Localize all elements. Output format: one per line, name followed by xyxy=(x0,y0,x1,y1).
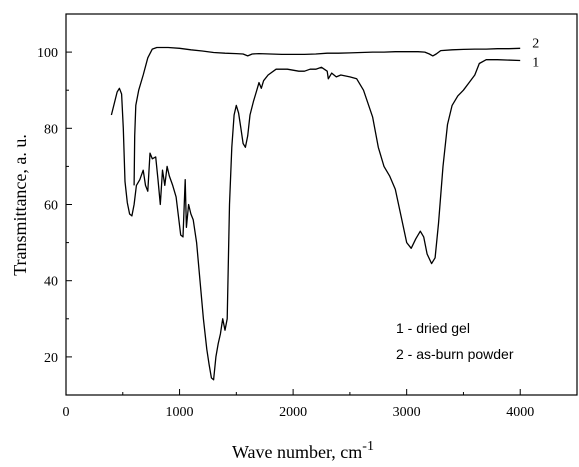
y-axis-title: Transmittance, a. u. xyxy=(10,134,30,276)
y-tick-label: 40 xyxy=(44,275,58,290)
x-tick-label: 0 xyxy=(63,405,70,420)
series-1-label: 1 xyxy=(532,56,539,71)
x-tick-label: 2000 xyxy=(279,405,307,420)
x-axis-title-text: Wave number, cm xyxy=(232,442,362,462)
x-tick-label: 1000 xyxy=(166,405,194,420)
x-axis-title: Wave number, cm-1 xyxy=(232,439,374,462)
y-axis: 20 40 60 80 100 xyxy=(37,46,72,366)
x-axis-title-superscript: -1 xyxy=(362,439,374,454)
series-2-label: 2 xyxy=(532,37,539,52)
x-tick-label: 4000 xyxy=(506,405,534,420)
y-tick-label: 20 xyxy=(44,351,58,366)
x-axis: 0 1000 2000 3000 4000 xyxy=(63,389,578,420)
plot-frame xyxy=(65,13,578,396)
series-layer: 12 xyxy=(110,37,539,381)
legend-entry-1: 1 - dried gel xyxy=(396,320,470,336)
y-tick-label: 100 xyxy=(37,46,58,61)
x-tick-label: 3000 xyxy=(393,405,421,420)
series-2-line xyxy=(133,46,521,186)
y-tick-label: 60 xyxy=(44,199,58,214)
series-1-line xyxy=(110,59,521,381)
legend-entry-2: 2 - as-burn powder xyxy=(396,346,514,362)
y-tick-label: 80 xyxy=(44,122,58,137)
